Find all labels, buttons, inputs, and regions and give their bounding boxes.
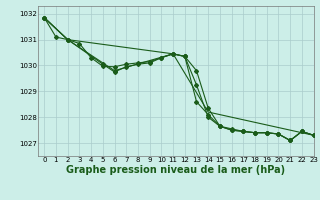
X-axis label: Graphe pression niveau de la mer (hPa): Graphe pression niveau de la mer (hPa) — [67, 165, 285, 175]
